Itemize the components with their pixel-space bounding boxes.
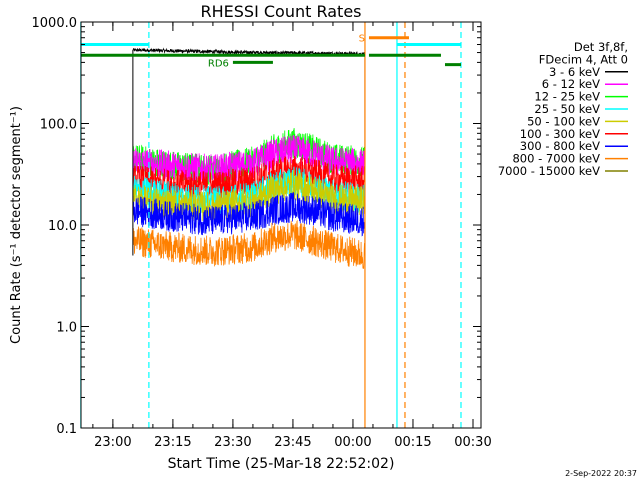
- series-line-800-7000-keV: [132, 219, 366, 269]
- legend-header: FDecim 4, Att 0: [539, 52, 628, 66]
- series-line-300-800-keV: [132, 192, 366, 237]
- y-axis-ticks: 0.1 1.0 10.0 100.0 1000.0: [32, 16, 481, 437]
- y-tick-label: 1000.0: [32, 16, 78, 31]
- x-tick-label: 23:15: [154, 435, 191, 450]
- y-tick-label: 100.0: [40, 118, 77, 133]
- series-line-50-100-keV: [132, 170, 366, 223]
- x-tick-label: 23:45: [274, 435, 311, 450]
- x-tick-label: 23:00: [94, 435, 131, 450]
- x-axis-label: Start Time (25-Mar-18 22:52:02): [168, 456, 395, 472]
- legend-label: 6 - 12 keV: [542, 77, 600, 91]
- series-line-100-300-keV: [132, 155, 366, 202]
- legend-label: 100 - 300 keV: [520, 127, 600, 141]
- legend-label: 25 - 50 keV: [534, 102, 600, 116]
- flag-label: RD6: [208, 58, 229, 69]
- y-tick-label: 1.0: [56, 321, 77, 336]
- series-line-3-6-keV: [132, 47, 366, 57]
- series-line-6-12-keV: [132, 135, 366, 185]
- footer-date: 2-Sep-2022 20:37: [565, 469, 637, 478]
- legend-header: Det 3f,8f,: [574, 40, 628, 54]
- x-axis-ticks: 23:00 23:15 23:30 23:45 00:00 00:15 00:30: [92, 22, 492, 450]
- legend-label: 7000 - 15000 keV: [498, 164, 600, 178]
- x-tick-label: 23:30: [214, 435, 251, 450]
- legend-label: 300 - 800 keV: [520, 139, 600, 153]
- flag-label: S: [359, 34, 365, 45]
- legend-label: 12 - 25 keV: [534, 90, 600, 104]
- legend-label: 3 - 6 keV: [549, 65, 600, 79]
- chart-title: RHESSI Count Rates: [201, 2, 362, 21]
- plot-frame: [80, 21, 482, 429]
- y-axis-label: Count Rate (s⁻¹ detector segment⁻¹): [9, 106, 24, 344]
- legend-label: 50 - 100 keV: [527, 114, 600, 128]
- legend-label: 800 - 7000 keV: [512, 152, 600, 166]
- y-tick-label: 10.0: [48, 219, 77, 234]
- x-tick-label: 00:30: [454, 435, 491, 450]
- plot-area: RD6 S: [80, 22, 462, 428]
- y-tick-label: 0.1: [56, 422, 77, 437]
- x-tick-label: 00:15: [394, 435, 431, 450]
- x-tick-label: 00:00: [334, 435, 371, 450]
